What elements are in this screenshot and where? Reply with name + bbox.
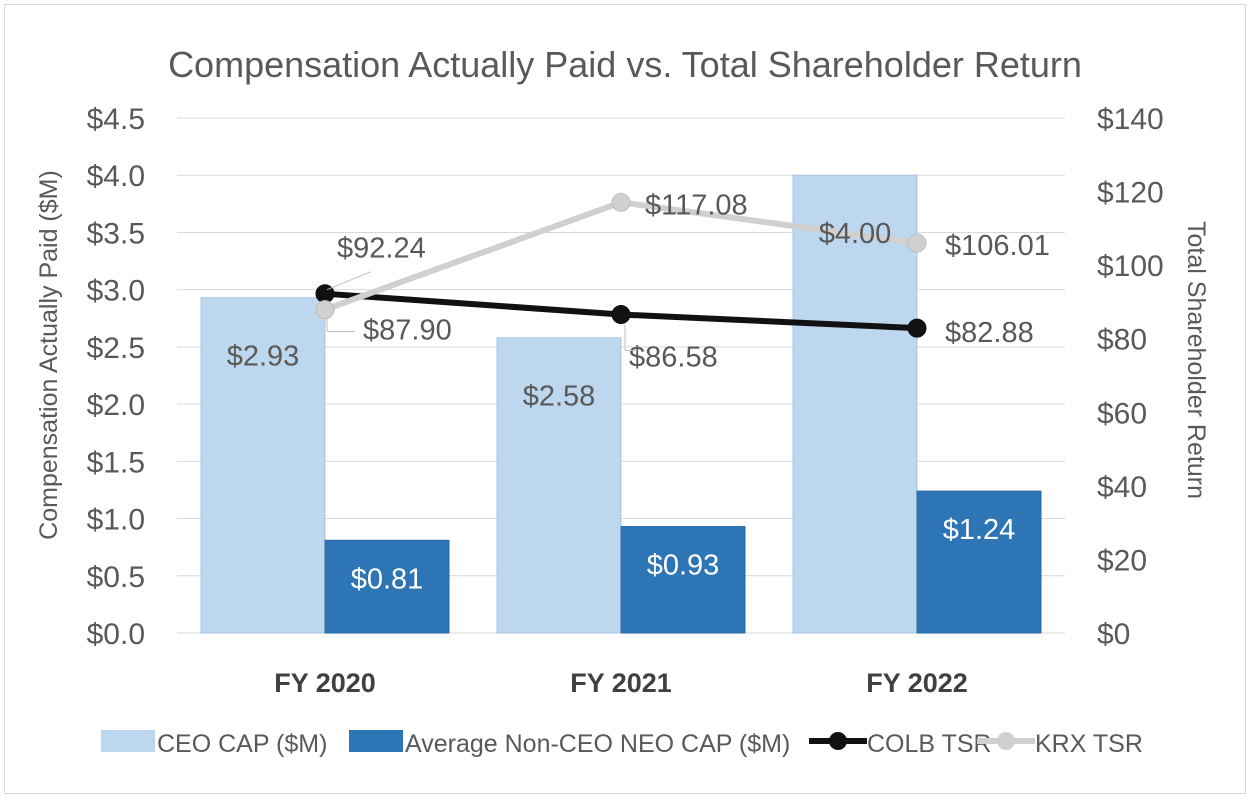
x-category-label: FY 2020 xyxy=(274,668,376,698)
legend-marker xyxy=(829,732,847,750)
bar-data-label: $1.24 xyxy=(943,514,1016,546)
line-data-label: $82.88 xyxy=(945,317,1034,349)
chart-svg: Compensation Actually Paid vs. Total Sha… xyxy=(35,44,1210,758)
y-tick-label: $4.0 xyxy=(87,160,145,193)
chart-title: Compensation Actually Paid vs. Total Sha… xyxy=(168,44,1082,85)
bar xyxy=(620,526,746,634)
y-axis-title: Compensation Actually Paid ($M) xyxy=(35,170,63,540)
y-tick-label: $3.5 xyxy=(87,217,145,250)
x-category-label: FY 2022 xyxy=(866,668,968,698)
y-tick-label: $0.5 xyxy=(87,561,145,594)
y2-tick-label: $40 xyxy=(1097,471,1147,504)
series-marker xyxy=(315,284,335,304)
series-marker xyxy=(907,318,927,338)
series-marker xyxy=(315,300,335,320)
legend-swatch xyxy=(101,730,155,752)
y2-tick-label: $80 xyxy=(1097,324,1147,357)
bar xyxy=(792,174,918,634)
legend-label: Average Non-CEO NEO CAP ($M) xyxy=(405,730,790,758)
bar-data-label: $0.93 xyxy=(647,550,720,582)
leader-line xyxy=(326,271,372,291)
y2-tick-label: $0 xyxy=(1097,618,1130,651)
line-data-label: $87.90 xyxy=(363,315,452,347)
bar xyxy=(496,337,622,634)
y2-axis-title: Total Shareholder Return xyxy=(1182,221,1210,499)
series-marker xyxy=(611,192,631,212)
legend-label: CEO CAP ($M) xyxy=(157,730,327,758)
y2-axis-ticks: $0 $20 $40 $60 $80 $100 $120 $140 xyxy=(1097,103,1164,651)
y-tick-label: $2.0 xyxy=(87,389,145,422)
bar xyxy=(200,297,326,634)
bars xyxy=(200,174,1042,634)
legend-label: KRX TSR xyxy=(1035,730,1143,758)
bar-data-label: $0.81 xyxy=(351,563,424,595)
series-marker xyxy=(907,233,927,253)
x-axis-categories: FY 2020 FY 2021 FY 2022 xyxy=(274,668,968,698)
y2-tick-label: $100 xyxy=(1097,250,1164,283)
line-data-label: $117.08 xyxy=(645,189,748,221)
legend-label: COLB TSR xyxy=(867,730,992,758)
y-tick-label: $1.5 xyxy=(87,446,145,479)
y2-tick-label: $120 xyxy=(1097,177,1164,210)
data-labels: $2.93 $2.58 $4.00 $0.81 $0.93 $1.24 $92.24 $86.… xyxy=(227,189,1050,595)
bar xyxy=(324,539,450,634)
y-tick-label: $4.5 xyxy=(87,103,145,136)
legend-swatch xyxy=(349,730,403,752)
y2-tick-label: $140 xyxy=(1097,103,1164,136)
line-data-label: $106.01 xyxy=(945,230,1050,262)
legend-marker xyxy=(997,732,1015,750)
y2-tick-label: $60 xyxy=(1097,397,1147,430)
x-category-label: FY 2021 xyxy=(570,668,672,698)
y-tick-label: $1.0 xyxy=(87,504,145,537)
line-data-label: $92.24 xyxy=(337,233,426,265)
line-data-label: $86.58 xyxy=(629,342,718,374)
y-tick-label: $2.5 xyxy=(87,332,145,365)
chart: Compensation Actually Paid vs. Total Sha… xyxy=(4,4,1246,794)
y-tick-label: $0.0 xyxy=(87,618,145,651)
bar-data-label: $4.00 xyxy=(819,218,892,250)
legend: CEO CAP ($M) Average Non-CEO NEO CAP ($M)… xyxy=(101,730,1143,758)
bar-data-label: $2.93 xyxy=(227,341,300,373)
y-axis-ticks: $0.0 $0.5 $1.0 $1.5 $2.0 $2.5 $3.0 $3.5 $4.0 $4.5 xyxy=(87,103,145,651)
series-marker xyxy=(611,305,631,325)
bar xyxy=(916,490,1042,634)
y-tick-label: $3.0 xyxy=(87,275,145,308)
bar-data-label: $2.58 xyxy=(523,381,596,413)
y2-tick-label: $20 xyxy=(1097,544,1147,577)
